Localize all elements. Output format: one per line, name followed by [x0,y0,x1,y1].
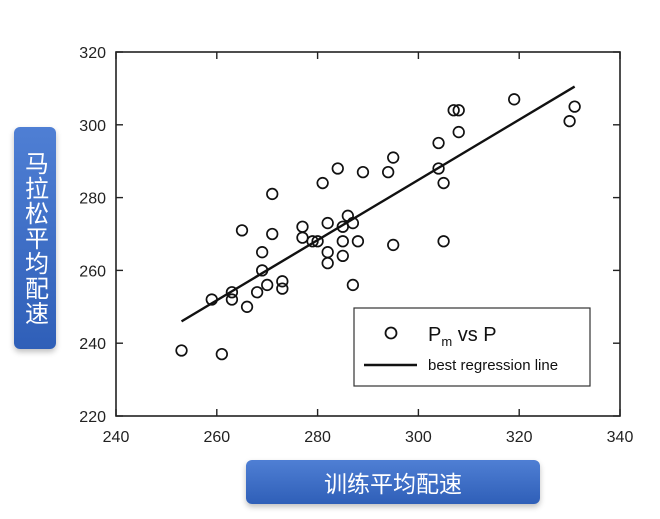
legend-label-scatter: Pm vs P [428,324,497,349]
data-point [235,224,249,237]
data-point [437,235,450,248]
data-point [432,136,445,150]
data-point [336,235,349,248]
legend-label-sub: m [441,334,452,349]
axis-ticks: 240 260 280 300 320 340 220 240 260 280 300 320 [79,45,633,446]
data-point [346,278,360,292]
y-tick-label: 280 [79,191,106,208]
data-point [452,125,465,139]
data-point [175,344,188,357]
legend-marker-circle [384,326,398,340]
data-point [306,235,319,248]
data-point [256,246,269,259]
x-tick-label: 280 [304,429,331,446]
data-point [336,249,349,262]
data-point [296,220,309,233]
y-axis-label-box: 马拉松平均配速 [14,127,56,349]
x-tick-label: 260 [203,429,230,446]
data-point [346,216,360,230]
data-point [225,286,239,299]
data-point [240,300,254,313]
legend-label-main: P [428,324,441,346]
y-tick-label: 220 [79,409,106,426]
data-point [447,104,460,117]
data-point [261,278,274,292]
x-axis-label-box: 训练平均配速 [246,460,540,504]
y-axis-label: 马拉松平均配速 [20,150,49,326]
data-point [276,275,289,288]
data-point [563,115,576,128]
x-tick-label: 320 [506,429,533,446]
data-point [205,293,218,306]
data-point [321,256,334,270]
data-point [250,286,264,299]
data-marks [175,85,581,361]
data-point [387,151,400,164]
data-point [321,216,334,230]
data-point [382,165,395,179]
legend: Pm vs P best regression line [353,307,591,387]
data-point [356,165,370,179]
data-point [331,162,344,175]
x-axis-label: 训练平均配速 [324,472,462,498]
regression-line [180,85,576,323]
data-point [387,238,400,252]
y-tick-label: 260 [79,263,106,280]
data-point [316,176,329,190]
legend-label-rest: vs P [452,324,496,346]
data-point [276,282,289,295]
data-point [432,162,445,175]
y-tick-label: 240 [79,336,106,353]
legend-label-line: best regression line [428,357,558,374]
legend-box [353,307,591,387]
data-point [437,176,450,190]
x-tick-label: 340 [607,429,634,446]
data-point [225,293,239,306]
data-point [256,264,269,277]
data-point [215,347,228,361]
data-point [351,235,365,248]
data-point [266,187,279,201]
x-tick-label: 240 [103,429,130,446]
data-point [311,235,324,248]
data-point [508,93,521,106]
data-point [266,227,279,241]
data-point [568,100,581,113]
x-tick-label: 300 [405,429,432,446]
data-point [452,104,465,117]
y-tick-label: 320 [79,45,106,62]
y-tick-label: 300 [79,118,106,135]
